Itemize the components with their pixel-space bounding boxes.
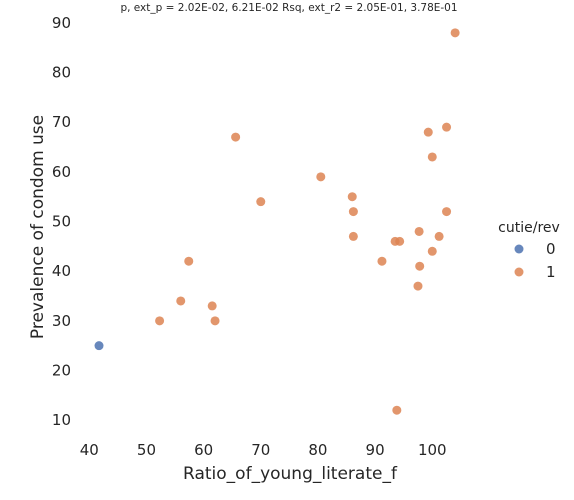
- legend-label-1: 1: [546, 263, 556, 281]
- y-tick-label: 20: [52, 361, 71, 379]
- y-tick-label: 40: [52, 262, 71, 280]
- data-point-series-1: [155, 316, 165, 326]
- x-tick-label: 50: [137, 441, 156, 459]
- y-tick-label: 90: [52, 14, 71, 32]
- x-tick-label: 70: [251, 441, 270, 459]
- data-point-series-1: [347, 192, 357, 202]
- data-point-series-1: [176, 296, 186, 306]
- data-points: [94, 28, 460, 415]
- legend-title: cutie/rev: [498, 220, 560, 236]
- y-axis-label: Prevalence of condom use: [28, 115, 48, 339]
- data-point-series-1: [392, 405, 402, 415]
- data-point-series-1: [427, 152, 437, 162]
- legend: cutie/rev 0 1: [498, 220, 560, 281]
- data-point-series-1: [450, 28, 460, 38]
- x-tick-label: 80: [308, 441, 327, 459]
- data-point-series-1: [427, 246, 437, 256]
- x-tick-label: 60: [194, 441, 213, 459]
- data-point-series-1: [231, 132, 241, 142]
- data-point-series-1: [423, 127, 433, 137]
- data-point-series-1: [434, 231, 444, 241]
- x-tick-label: 40: [80, 441, 99, 459]
- data-point-series-1: [210, 316, 220, 326]
- data-point-series-1: [184, 256, 194, 266]
- data-point-series-1: [316, 172, 326, 182]
- y-tick-label: 10: [52, 411, 71, 429]
- x-tick-label: 90: [366, 441, 385, 459]
- x-axis-ticks: 40 50 60 70 80 90 100: [80, 441, 447, 459]
- y-tick-label: 60: [52, 163, 71, 181]
- y-tick-label: 70: [52, 113, 71, 131]
- x-tick-label: 100: [418, 441, 447, 459]
- data-point-series-1: [414, 226, 424, 236]
- legend-marker-0: [514, 244, 524, 254]
- chart-title: p, ext_p = 2.02E-02, 6.21E-02 Rsq, ext_r…: [120, 2, 457, 14]
- legend-label-0: 0: [546, 240, 556, 258]
- data-point-series-1: [207, 301, 217, 311]
- data-point-series-1: [413, 281, 423, 291]
- data-point-series-1: [415, 261, 425, 271]
- y-axis-ticks: 10 20 30 40 50 60 70 80 90: [52, 14, 71, 429]
- y-tick-label: 30: [52, 312, 71, 330]
- data-point-series-1: [256, 197, 266, 207]
- y-tick-label: 80: [52, 64, 71, 82]
- data-point-series-1: [395, 236, 405, 246]
- data-point-series-1: [442, 207, 452, 217]
- data-point-series-1: [377, 256, 387, 266]
- x-axis-label: Ratio_of_young_literate_f: [183, 464, 398, 484]
- data-point-series-0: [94, 341, 104, 351]
- data-point-series-1: [348, 231, 358, 241]
- data-point-series-1: [442, 122, 452, 132]
- legend-marker-1: [514, 267, 524, 277]
- y-tick-label: 50: [52, 213, 71, 231]
- data-point-series-1: [348, 207, 358, 217]
